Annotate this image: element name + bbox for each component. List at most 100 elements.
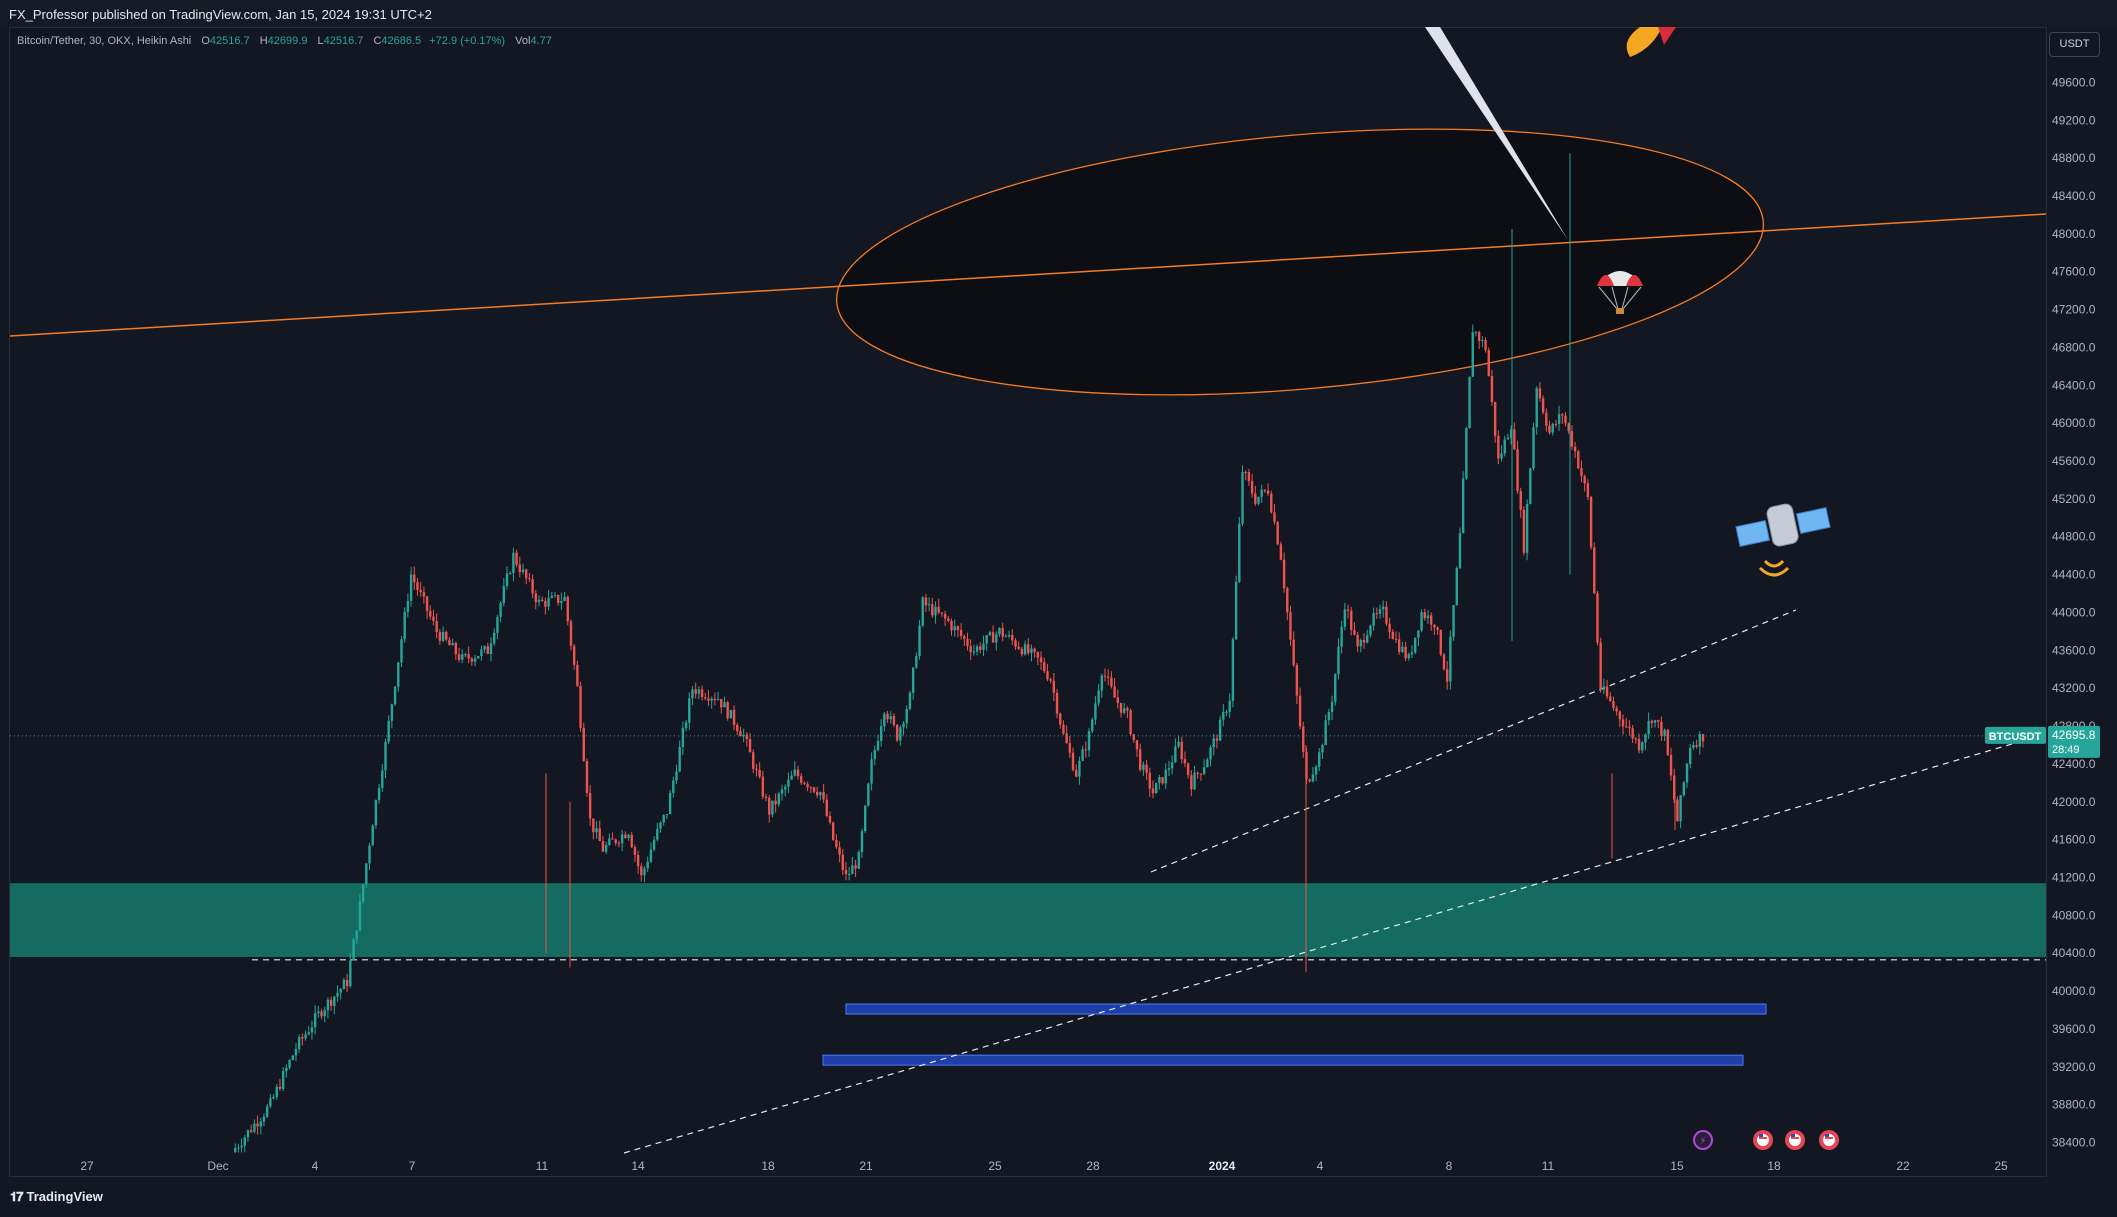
us-flag-stripe-icon — [1825, 1137, 1833, 1139]
candle-body — [1126, 708, 1129, 711]
candle-body — [1484, 339, 1487, 350]
candle-body — [534, 593, 537, 603]
candle-body — [477, 656, 480, 659]
candle-body — [611, 838, 614, 840]
candle-body — [419, 589, 422, 593]
blue-range-upper[interactable] — [845, 1003, 1767, 1015]
candle-body — [963, 636, 966, 639]
ellipse-annotation[interactable] — [826, 95, 1775, 429]
candle-body — [975, 646, 979, 652]
candle-body — [1337, 646, 1340, 675]
candle-body — [646, 861, 649, 869]
candle-body — [1455, 568, 1458, 606]
candle-body — [1398, 639, 1401, 652]
orange-trendline[interactable] — [9, 213, 2047, 337]
parachute-icon — [1597, 271, 1643, 314]
candle-body — [1362, 639, 1366, 643]
candle-body — [1570, 431, 1574, 447]
candle-body — [838, 847, 841, 855]
candle-body — [1541, 398, 1545, 413]
y-tick-label: 43600.0 — [2052, 643, 2096, 657]
candle-body — [1027, 644, 1030, 654]
candle-body — [979, 646, 982, 650]
candle-body — [1122, 708, 1126, 713]
candle-body — [1388, 623, 1391, 632]
candle-body — [742, 734, 745, 737]
candle-body — [630, 834, 633, 848]
candle-body — [1180, 741, 1183, 760]
candle-body — [409, 574, 413, 601]
candle-body — [624, 834, 627, 838]
candle-body — [1186, 763, 1190, 776]
candle-body — [454, 643, 458, 655]
candle-body — [1458, 533, 1462, 569]
candle-body — [365, 863, 368, 885]
candle-body — [1212, 738, 1215, 748]
candle-body — [1423, 612, 1426, 619]
candle-body — [1621, 719, 1625, 727]
candle-body — [502, 586, 506, 604]
candle-body — [1250, 481, 1254, 494]
candle-body — [1014, 640, 1017, 647]
candle-body — [1276, 522, 1279, 545]
candle-body — [678, 747, 681, 772]
dashed-trendline-lower[interactable] — [623, 740, 2023, 1154]
candle-body — [496, 616, 499, 633]
candle-body — [413, 574, 416, 583]
y-tick-label: 44800.0 — [2052, 530, 2096, 544]
candle-body — [831, 822, 835, 840]
candle-body — [1404, 646, 1407, 659]
candle-body — [694, 689, 697, 694]
candle-body — [1167, 768, 1171, 770]
x-tick-label: 22 — [1896, 1159, 1910, 1173]
candle-body — [841, 854, 844, 870]
candle-body — [1481, 339, 1484, 342]
candle-body — [851, 865, 854, 875]
candle-body — [361, 884, 365, 902]
candle-body — [1356, 634, 1359, 647]
candle-body — [1522, 509, 1526, 553]
symbol-name[interactable]: Bitcoin/Tether, 30, OKX, Heikin Ashi — [17, 35, 192, 47]
demand-zone[interactable] — [10, 883, 2046, 957]
candle-body — [1612, 701, 1615, 708]
candle-body — [1513, 429, 1516, 450]
candle-body — [1324, 720, 1327, 746]
candle-body — [1516, 449, 1519, 492]
candle-body — [790, 775, 793, 780]
candle-body — [1011, 634, 1014, 641]
candle-body — [461, 654, 464, 660]
x-tick-label: 18 — [761, 1159, 775, 1173]
candle-body — [1551, 423, 1554, 433]
high-label: H — [259, 35, 268, 47]
y-tick-label: 49200.0 — [2052, 113, 2096, 127]
candle-body — [1078, 760, 1081, 777]
candle-body — [579, 686, 582, 728]
candle-body — [656, 828, 659, 840]
y-tick-label: 40000.0 — [2052, 984, 2096, 998]
candle-body — [1490, 375, 1494, 403]
candle-body — [1170, 762, 1174, 769]
candle-body — [1487, 349, 1490, 376]
candle-body — [1314, 766, 1318, 775]
candle-body — [819, 792, 822, 796]
candle-body — [1107, 676, 1110, 678]
candle-body — [1065, 733, 1068, 744]
candle-body — [1075, 770, 1078, 777]
candle-body — [806, 783, 809, 788]
candle-body — [636, 854, 640, 867]
blue-range-lower[interactable] — [822, 1054, 1744, 1066]
y-tick-label: 42400.0 — [2052, 757, 2096, 771]
candle-body — [921, 597, 924, 626]
candle-body — [1081, 749, 1084, 761]
candle-body — [649, 849, 653, 862]
candle-body — [985, 635, 988, 644]
candle-body — [969, 645, 972, 653]
tradingview-logo[interactable]: 𝟏𝟕 TradingView — [10, 1189, 103, 1205]
arrow-annotation[interactable] — [1425, 27, 1568, 240]
lightning-event-icon[interactable] — [1693, 1130, 1713, 1150]
candle-body — [1110, 677, 1113, 687]
currency-button[interactable]: USDT — [2049, 32, 2100, 57]
x-tick-label: 7 — [409, 1159, 416, 1173]
candle-body — [1190, 775, 1193, 790]
